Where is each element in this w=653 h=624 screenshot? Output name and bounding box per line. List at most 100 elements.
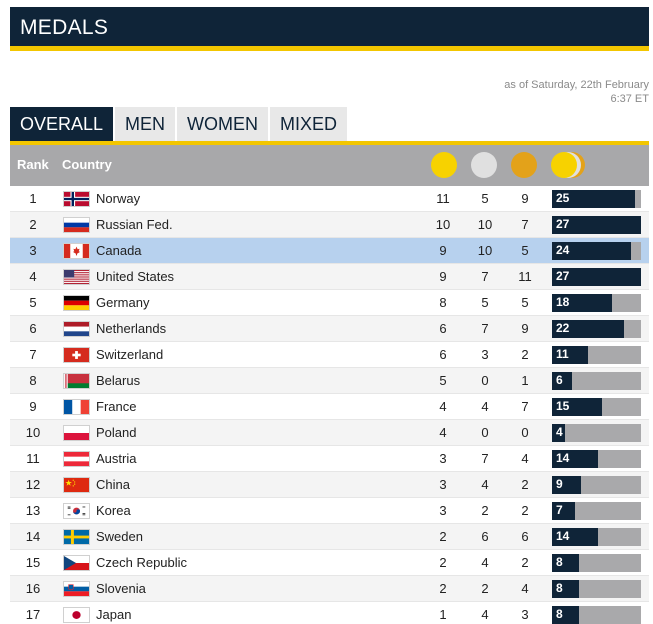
- table-row[interactable]: 10 Poland 4 0 0 4: [10, 420, 649, 446]
- total-count: 25: [556, 191, 570, 205]
- table-row[interactable]: 5 Germany 8 5 5 18: [10, 290, 649, 316]
- table-row[interactable]: 6 Netherlands 6 7 9 22: [10, 316, 649, 342]
- silver-count: 10: [477, 243, 493, 258]
- sweden-flag: [63, 529, 90, 545]
- country-name[interactable]: Austria: [96, 451, 137, 466]
- country-header[interactable]: Country: [62, 157, 112, 172]
- silver-medal-icon[interactable]: [471, 152, 497, 178]
- table-row[interactable]: 3 Canada 9 10 5 24: [10, 238, 649, 264]
- table-row[interactable]: 9 France 4 4 7 15: [10, 394, 649, 420]
- table-row[interactable]: 8 Belarus 5 0 1 6: [10, 368, 649, 394]
- czech-flag: [63, 555, 90, 571]
- country-name[interactable]: China: [96, 477, 130, 492]
- total-bar: 4: [552, 424, 641, 442]
- rank-cell: 17: [25, 607, 41, 622]
- gold-count: 2: [439, 581, 447, 596]
- canada-flag: [63, 243, 90, 259]
- country-name[interactable]: Czech Republic: [96, 555, 188, 570]
- table-row[interactable]: 2 Russian Fed. 10 10 7 27: [10, 212, 649, 238]
- table-row[interactable]: 16 Slovenia 2 2 4 8: [10, 576, 649, 602]
- gold-medal-icon[interactable]: [431, 152, 457, 178]
- tab-women[interactable]: WOMEN: [177, 107, 269, 141]
- total-count: 6: [556, 373, 563, 387]
- country-name[interactable]: United States: [96, 269, 175, 284]
- tab-overall[interactable]: OVERALL: [10, 107, 114, 141]
- silver-count: 4: [481, 555, 489, 570]
- china-flag: [63, 477, 90, 493]
- total-bar-fill: [552, 398, 602, 416]
- tab-men[interactable]: MEN: [115, 107, 176, 141]
- silver-count: 7: [481, 269, 489, 284]
- rank-cell: 12: [25, 477, 41, 492]
- total-count: 27: [556, 217, 570, 231]
- russia-flag: [63, 217, 90, 233]
- rank-cell: 5: [29, 295, 37, 310]
- usa-flag: [63, 269, 90, 285]
- country-name[interactable]: Switzerland: [96, 347, 164, 362]
- silver-count: 7: [481, 451, 489, 466]
- gold-count: 6: [439, 347, 447, 362]
- gold-count: 11: [436, 191, 450, 206]
- table-row[interactable]: 12 China 3 4 2 9: [10, 472, 649, 498]
- total-bar: 8: [552, 606, 641, 624]
- total-bar-fill: [552, 320, 625, 338]
- total-bar: 15: [552, 398, 641, 416]
- country-name[interactable]: Poland: [96, 425, 137, 440]
- table-row[interactable]: 1 Norway 11 5 9 25: [10, 186, 649, 212]
- table-row[interactable]: 11 Austria 3 7 4 14: [10, 446, 649, 472]
- total-bar: 8: [552, 580, 641, 598]
- country-name[interactable]: Germany: [96, 295, 150, 310]
- bronze-medal-icon[interactable]: [511, 152, 537, 178]
- silver-count: 7: [481, 321, 489, 336]
- table-row[interactable]: 14 Sweden 2 6 6 14: [10, 524, 649, 550]
- total-count: 4: [556, 425, 563, 439]
- silver-count: 5: [481, 295, 489, 310]
- table-row[interactable]: 17 Japan 1 4 3 8: [10, 602, 649, 624]
- rank-header[interactable]: Rank: [17, 157, 49, 172]
- table-row[interactable]: 15 Czech Republic 2 4 2 8: [10, 550, 649, 576]
- total-bar: 14: [552, 528, 641, 546]
- rank-cell: 3: [29, 243, 37, 258]
- country-name[interactable]: Netherlands: [96, 321, 167, 336]
- country-name[interactable]: Russian Fed.: [96, 217, 173, 232]
- total-bar-fill: [552, 294, 612, 312]
- total-count: 8: [556, 581, 563, 595]
- country-name[interactable]: Norway: [96, 191, 141, 206]
- country-name[interactable]: France: [96, 399, 137, 414]
- gold-count: 5: [439, 373, 447, 388]
- bronze-count: 6: [521, 529, 529, 544]
- total-count: 18: [556, 295, 570, 309]
- total-medals-icon[interactable]: [551, 152, 587, 178]
- bronze-count: 2: [521, 555, 529, 570]
- total-bar-fill: [552, 346, 589, 364]
- switzerland-flag: [63, 347, 90, 363]
- table-row[interactable]: 13 Korea 3 2 2 7: [10, 498, 649, 524]
- bronze-count: 0: [521, 425, 529, 440]
- table-row[interactable]: 4 United States 9 7 11 27: [10, 264, 649, 290]
- country-name[interactable]: Canada: [96, 243, 142, 258]
- silver-count: 5: [481, 191, 489, 206]
- tab-mixed[interactable]: MIXED: [270, 107, 348, 141]
- gold-count: 4: [439, 399, 447, 414]
- country-name[interactable]: Korea: [96, 503, 131, 518]
- gold-count: 6: [439, 321, 447, 336]
- total-bar: 7: [552, 502, 641, 520]
- country-name[interactable]: Slovenia: [96, 581, 146, 596]
- country-name[interactable]: Sweden: [96, 529, 143, 544]
- total-count: 9: [556, 477, 563, 491]
- total-count: 8: [556, 607, 563, 621]
- gold-count: 2: [439, 555, 447, 570]
- rank-cell: 7: [29, 347, 37, 362]
- bronze-count: 9: [521, 191, 529, 206]
- total-bar: 27: [552, 216, 641, 234]
- country-name[interactable]: Japan: [96, 607, 132, 622]
- total-bar-fill: [552, 606, 579, 624]
- table-row[interactable]: 7 Switzerland 6 3 2 11: [10, 342, 649, 368]
- poland-flag: [63, 425, 90, 441]
- rank-cell: 10: [25, 425, 41, 440]
- rank-cell: 16: [25, 581, 41, 596]
- austria-flag: [63, 451, 90, 467]
- country-name[interactable]: Belarus: [96, 373, 141, 388]
- gold-count: 9: [439, 243, 447, 258]
- as-of-timestamp: as of Saturday, 22th February 6:37 ET: [504, 78, 649, 106]
